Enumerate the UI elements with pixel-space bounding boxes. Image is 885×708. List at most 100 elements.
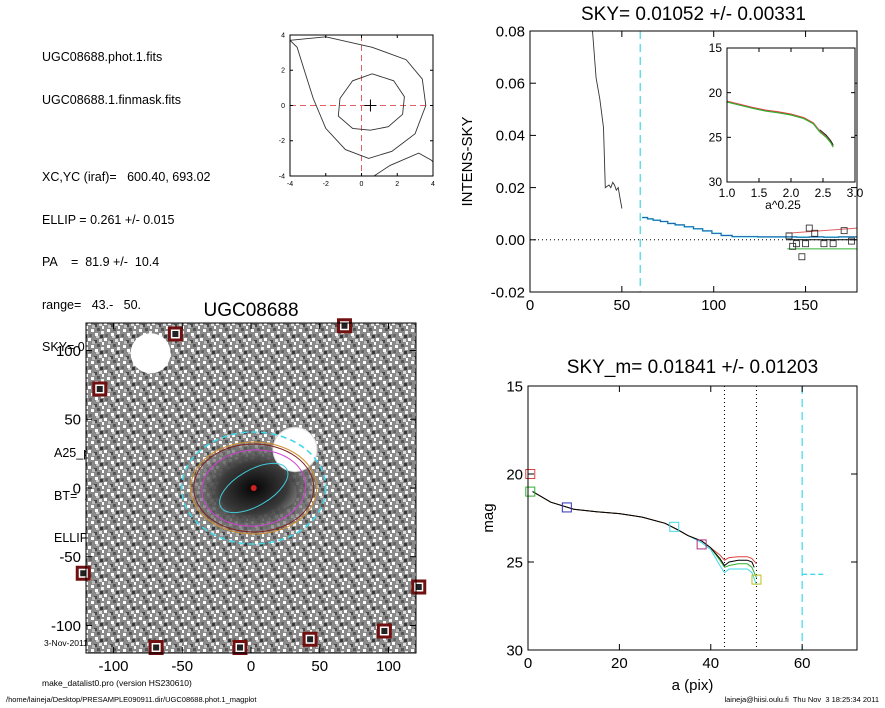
x-tick-label: 20 bbox=[611, 655, 628, 672]
mag-series-line bbox=[532, 491, 755, 568]
mag-marker bbox=[751, 574, 762, 585]
y-tick-label: 100 bbox=[56, 343, 81, 360]
x-tick-label: 60 bbox=[794, 655, 811, 672]
y-tick-label: 30 bbox=[709, 175, 723, 189]
y-tick-label: 0.04 bbox=[496, 128, 525, 145]
info-line: ELLIP = 0.261 +/- 0.015 bbox=[42, 212, 175, 227]
mag-series-line bbox=[532, 491, 757, 586]
y-axis-label: INTENS-SKY bbox=[459, 116, 476, 206]
isophote-ellipse bbox=[201, 449, 307, 527]
x-tick-label: 4 bbox=[431, 181, 435, 188]
y-tick-label: 0.02 bbox=[496, 180, 525, 197]
masked-source-core bbox=[153, 644, 160, 651]
info-line: UGC08688.phot.1.fits bbox=[42, 50, 163, 65]
plot-frame bbox=[529, 30, 858, 293]
plot-frame bbox=[527, 385, 858, 651]
y-tick-label: 30 bbox=[506, 642, 523, 659]
mag-series-line bbox=[532, 491, 757, 579]
y-tick-label: 0.08 bbox=[496, 23, 525, 40]
x-tick-label: 100 bbox=[701, 297, 726, 314]
x-tick-label: 1.5 bbox=[751, 186, 768, 200]
y-tick-label: 25 bbox=[709, 131, 723, 145]
y-axis-label: mag bbox=[480, 503, 497, 532]
x-tick-label: 1.0 bbox=[719, 186, 736, 200]
sky-profile-plot: SKY= 0.01052 +/- 0.00331 INTENS-SKY 0 50 100… bbox=[459, 4, 864, 314]
y-tick-label: 50 bbox=[64, 412, 81, 429]
x-tick-label: 0 bbox=[360, 181, 364, 188]
program-name: make_datalist0.pro (version HS230610) bbox=[42, 677, 192, 688]
contour-line bbox=[289, 36, 427, 159]
info-line: range= 43.- 50. bbox=[42, 297, 142, 312]
contour-line bbox=[373, 152, 434, 177]
x-tick-label: 100 bbox=[376, 658, 401, 675]
inset-curve bbox=[819, 129, 834, 146]
mag-marker bbox=[669, 521, 680, 532]
contour-line bbox=[337, 73, 405, 131]
y-tick-label: 0.06 bbox=[496, 75, 525, 92]
center-contour-plot: -4 -2 0 2 4 -4 -2 0 2 4 bbox=[279, 32, 435, 188]
y-tick-label: 2 bbox=[281, 68, 285, 75]
magnitude-profile-plot: SKY_m= 0.01841 +/- 0.01203 a (pix) mag 0 20 4… bbox=[480, 357, 858, 694]
sky-sample-marker bbox=[840, 227, 848, 235]
y-tick-label: -100 bbox=[51, 618, 81, 635]
chart-title: UGC08688 bbox=[203, 300, 298, 321]
sky-sample-marker bbox=[829, 240, 837, 248]
isophote-ellipse bbox=[193, 443, 315, 533]
info-line: XC,YC (iraf)= 600.40, 693.02 bbox=[42, 170, 211, 185]
footer-user: laineja@hiisi.oulu.fi Thu Nov 3 18:25:34… bbox=[724, 695, 879, 704]
masked-source-core bbox=[307, 636, 314, 643]
y-tick-label: -4 bbox=[279, 173, 285, 180]
x-tick-label: 40 bbox=[702, 655, 719, 672]
x-tick-label: 0 bbox=[524, 655, 532, 672]
x-tick-label: 0 bbox=[526, 297, 534, 314]
sky-sample-marker bbox=[820, 240, 828, 248]
masked-star bbox=[272, 427, 318, 472]
y-tick-label: 20 bbox=[506, 466, 523, 483]
masked-source-core bbox=[96, 386, 103, 392]
y-tick-label: 25 bbox=[506, 554, 523, 571]
x-tick-label: 50 bbox=[311, 658, 328, 675]
x-tick-label: 150 bbox=[793, 297, 818, 314]
y-tick-label: 20 bbox=[709, 86, 723, 100]
y-tick-label: 4 bbox=[281, 32, 285, 39]
y-tick-label: 0.00 bbox=[496, 232, 525, 249]
masked-source-core bbox=[415, 584, 422, 590]
x-tick-label: 0 bbox=[247, 658, 255, 675]
sky-fit-line bbox=[787, 227, 858, 234]
y-tick-label: 15 bbox=[506, 378, 523, 395]
masked-source-core bbox=[381, 628, 388, 634]
y-tick-label: -2 bbox=[279, 138, 285, 145]
x-tick-label: -2 bbox=[323, 181, 329, 188]
x-tick-label: 2 bbox=[395, 181, 399, 188]
x-tick-label: 2.0 bbox=[783, 186, 800, 200]
chart-title: SKY_m= 0.01841 +/- 0.01203 bbox=[567, 357, 818, 378]
mag-series-line bbox=[532, 491, 757, 565]
inset-curve bbox=[726, 101, 834, 148]
sky-sample-marker bbox=[785, 232, 793, 240]
y-tick-label: 0 bbox=[281, 103, 285, 110]
sky-sample-marker bbox=[792, 240, 800, 248]
x-tick-label: -50 bbox=[171, 658, 193, 675]
chart-title: SKY= 0.01052 +/- 0.00331 bbox=[581, 4, 806, 25]
x-tick-label: 50 bbox=[614, 297, 631, 314]
masked-star bbox=[130, 333, 171, 374]
step-profile bbox=[642, 217, 857, 238]
x-tick-label: 3.0 bbox=[847, 186, 864, 200]
y-tick-label: 15 bbox=[709, 41, 723, 55]
y-tick-label: -0.02 bbox=[491, 284, 525, 301]
mag-marker bbox=[525, 469, 536, 479]
masked-source-core bbox=[80, 570, 87, 577]
profile-curve bbox=[592, 30, 623, 209]
y-tick-label: 0 bbox=[73, 480, 81, 497]
sky-ellipse bbox=[180, 431, 327, 545]
mag-marker bbox=[696, 539, 707, 550]
x-tick-label: 2.5 bbox=[815, 186, 832, 200]
masked-source-core bbox=[341, 322, 348, 329]
x-tick-label: -100 bbox=[98, 658, 128, 675]
step-profile bbox=[642, 216, 857, 238]
galaxy-center bbox=[250, 485, 257, 491]
mag-marker bbox=[525, 486, 536, 497]
sky-sample-marker bbox=[798, 253, 806, 261]
inset-x-label: a^0.25 bbox=[765, 198, 801, 212]
isophote-ellipse bbox=[190, 441, 318, 535]
